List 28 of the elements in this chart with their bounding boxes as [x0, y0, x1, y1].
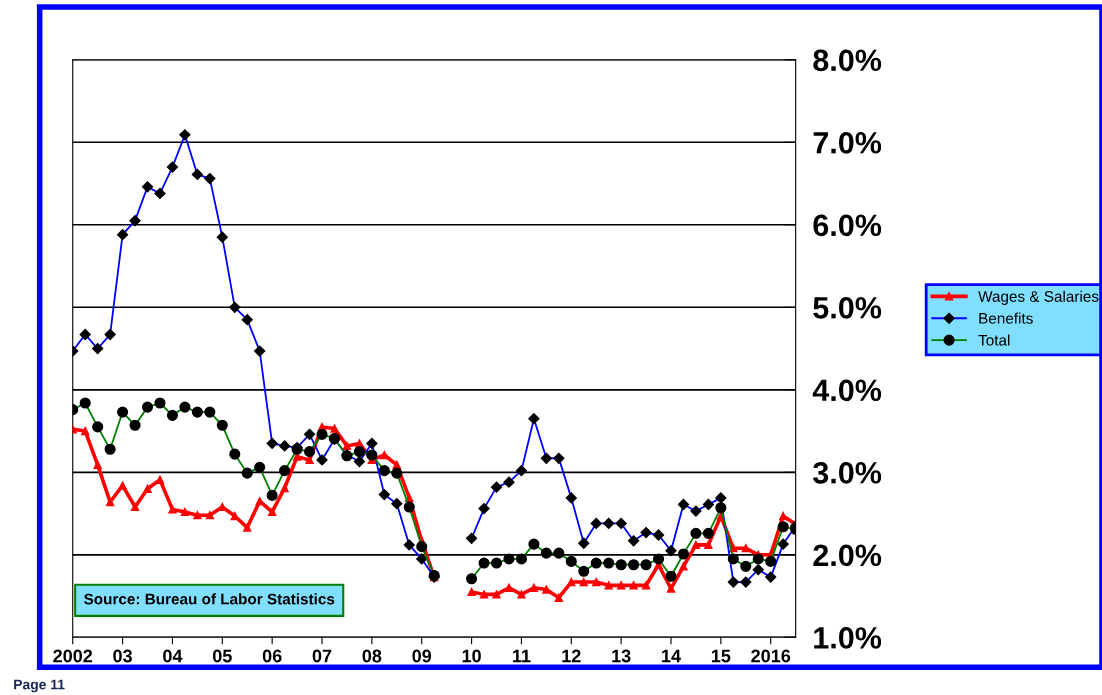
- x-tick-label: 11: [513, 649, 531, 663]
- x-tick-label: 12: [562, 649, 581, 663]
- legend-label: Wages & Salaries: [978, 290, 1099, 305]
- y-tick-label: 2.0%: [813, 544, 882, 567]
- text: Page 11: [14, 679, 65, 693]
- y-tick-label: 6.0%: [813, 214, 882, 237]
- x-tick-label: 08: [362, 649, 382, 663]
- x-tick-label: 07: [312, 649, 332, 663]
- legend-label: Benefits: [979, 312, 1033, 324]
- annotation: Source: Bureau of Labor Statistics: [84, 593, 335, 605]
- y-tick-label: 1.0%: [814, 627, 882, 649]
- x-tick-label: 03: [113, 649, 132, 663]
- x-tick-label: 13: [612, 649, 631, 663]
- x-tick-label: 09: [412, 649, 432, 663]
- x-tick-label: 06: [262, 649, 282, 663]
- x-tick-label: 10: [462, 649, 481, 663]
- x-tick-label: 05: [212, 649, 232, 663]
- x-tick-label: 04: [163, 649, 183, 663]
- y-tick-label: 5.0%: [813, 297, 882, 319]
- x-tick-label: 2002: [53, 649, 93, 663]
- x-tick-label: 15: [711, 649, 731, 663]
- y-tick-label: 3.0%: [813, 462, 882, 484]
- y-tick-label: 7.0%: [813, 132, 882, 154]
- legend-label: Total: [978, 334, 1010, 346]
- y-tick-label: 8.0%: [813, 49, 882, 72]
- y-tick-label: 4.0%: [812, 379, 882, 402]
- x-tick-label: 2016: [751, 649, 791, 663]
- x-tick-label: 14: [662, 649, 681, 663]
